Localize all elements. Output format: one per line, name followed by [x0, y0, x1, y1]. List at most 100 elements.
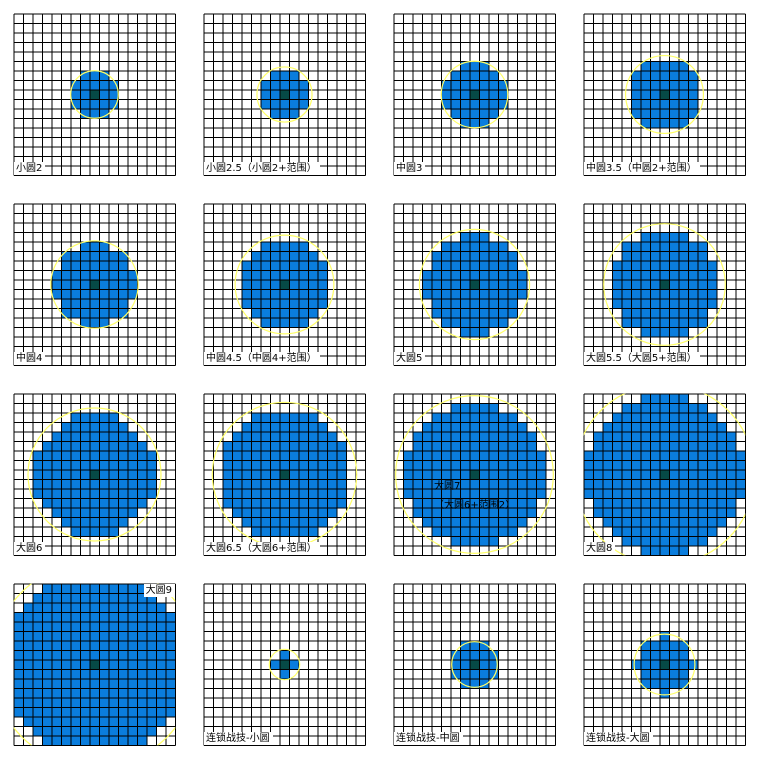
range-cell: [52, 726, 62, 736]
range-cell: [147, 489, 157, 499]
range-cell: [517, 508, 527, 518]
range-cell: [128, 441, 138, 451]
range-cell: [641, 508, 651, 518]
range-cell: [327, 498, 337, 508]
panel-label: 中圆3.5（中圆2+范围）: [584, 162, 700, 175]
range-cell: [61, 726, 71, 736]
range-cell: [270, 299, 280, 309]
range-cell: [470, 109, 480, 119]
range-cell: [308, 498, 318, 508]
range-cell: [641, 536, 651, 546]
range-cell: [631, 489, 641, 499]
range-cell: [308, 517, 318, 527]
range-cell: [61, 707, 71, 717]
range-cell: [650, 527, 660, 537]
range-cell: [660, 441, 670, 451]
range-cell: [631, 99, 641, 109]
range-cell: [118, 631, 128, 641]
range-cell: [622, 308, 632, 318]
range-cell: [489, 479, 499, 489]
range-cell: [71, 289, 81, 299]
range-cell: [650, 517, 660, 527]
range-cell: [612, 498, 622, 508]
range-cell: [289, 413, 299, 423]
range-cell: [669, 451, 679, 461]
range-cell: [584, 451, 594, 461]
range-cell: [242, 508, 252, 518]
range-cell: [726, 498, 736, 508]
range-cell: [109, 584, 119, 594]
range-cell: [707, 261, 717, 271]
range-cell: [489, 308, 499, 318]
range-cell: [660, 688, 670, 698]
range-cell: [688, 308, 698, 318]
range-cell: [71, 736, 81, 746]
panel-label: 大圆9: [144, 584, 175, 597]
range-cell: [631, 289, 641, 299]
range-cell: [698, 498, 708, 508]
range-cell: [736, 470, 746, 480]
range-cell: [33, 622, 43, 632]
range-cell: [128, 679, 138, 689]
range-cell: [137, 498, 147, 508]
range-cell: [498, 451, 508, 461]
range-cell: [460, 80, 470, 90]
panel-label: 中圆4.5（中圆4+范围）: [204, 352, 320, 365]
range-cell: [631, 270, 641, 280]
range-cell: [109, 717, 119, 727]
range-grid: [583, 13, 746, 176]
range-cell: [61, 460, 71, 470]
range-cell: [603, 508, 613, 518]
range-cell: [736, 460, 746, 470]
range-cell: [650, 679, 660, 689]
range-cell: [109, 736, 119, 746]
range-cell: [337, 489, 347, 499]
range-cell: [33, 650, 43, 660]
range-cell: [118, 280, 128, 290]
range-cell: [42, 641, 52, 651]
range-cell: [327, 432, 337, 442]
range-cell: [261, 261, 271, 271]
range-cell: [90, 422, 100, 432]
range-cell: [166, 612, 176, 622]
range-cell: [631, 80, 641, 90]
range-cell: [90, 270, 100, 280]
range-cell: [156, 631, 166, 641]
range-cell: [698, 308, 708, 318]
range-cell: [128, 603, 138, 613]
range-cell: [137, 669, 147, 679]
range-cell: [42, 612, 52, 622]
range-cell: [470, 422, 480, 432]
range-cell: [251, 432, 261, 442]
range-cell: [23, 698, 33, 708]
range-cell: [90, 612, 100, 622]
range-cell: [650, 403, 660, 413]
range-cell: [33, 660, 43, 670]
range-cell: [118, 698, 128, 708]
range-cell: [232, 498, 242, 508]
range-cell: [118, 660, 128, 670]
range-cell: [641, 403, 651, 413]
range-cell: [61, 584, 71, 594]
range-cell: [90, 71, 100, 81]
range-cell: [470, 270, 480, 280]
range-cell: [650, 61, 660, 71]
range-cell: [33, 641, 43, 651]
range-cell: [52, 669, 62, 679]
range-cell: [517, 441, 527, 451]
range-cell: [42, 717, 52, 727]
range-cell: [650, 99, 660, 109]
range-cell: [80, 508, 90, 518]
range-cell: [726, 508, 736, 518]
range-cell: [289, 432, 299, 442]
range-cell: [717, 479, 727, 489]
center-cell: [660, 280, 670, 290]
range-cell: [451, 289, 461, 299]
range-cell: [679, 432, 689, 442]
range-cell: [679, 498, 689, 508]
range-cell: [669, 289, 679, 299]
range-cell: [14, 650, 24, 660]
range-cell: [270, 318, 280, 328]
range-cell: [14, 679, 24, 689]
